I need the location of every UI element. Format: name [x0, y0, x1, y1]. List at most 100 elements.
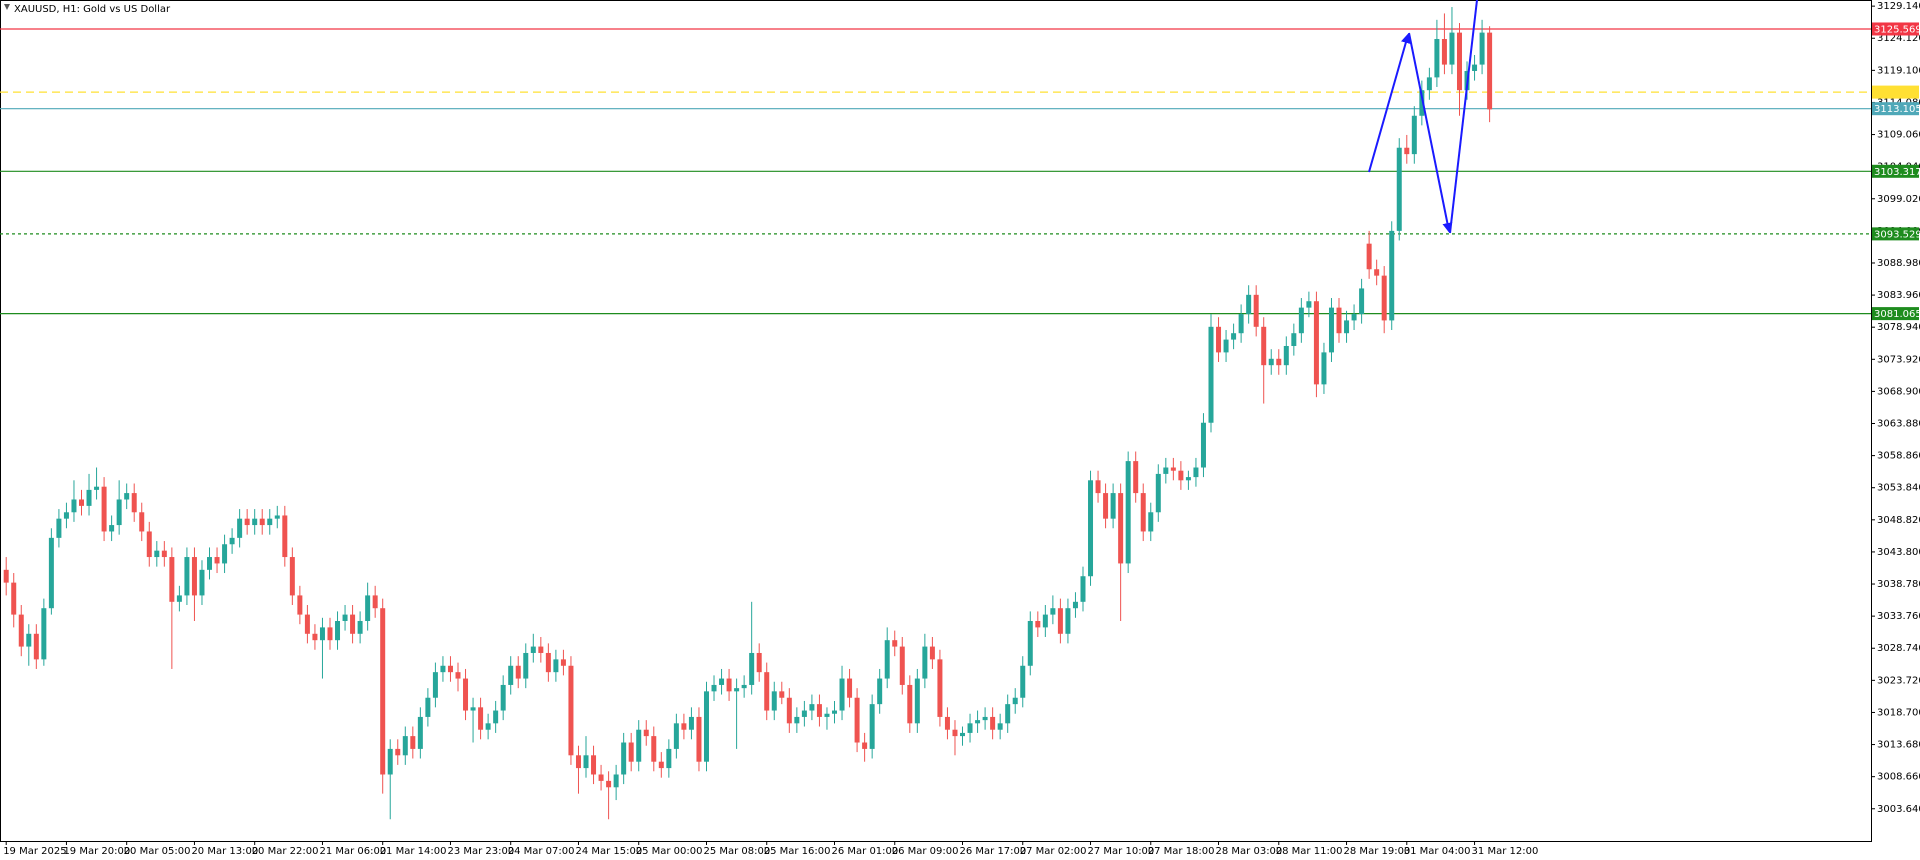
candle-body [191, 557, 197, 596]
candle-body [259, 518, 265, 526]
x-tick-label: 21 Mar 06:00 [319, 846, 386, 857]
candle-body [847, 678, 853, 698]
price-tag [1872, 22, 1919, 36]
candle-body [1155, 473, 1161, 513]
candle-body [1253, 294, 1259, 327]
candle-body [1261, 326, 1267, 366]
candle-body [1163, 467, 1169, 474]
candle-body [929, 646, 935, 660]
candle-body [1381, 275, 1387, 321]
candle-body [417, 716, 423, 749]
candle-body [169, 557, 175, 602]
candle-body [425, 697, 431, 717]
candle-body [109, 525, 115, 532]
candle-body [380, 608, 386, 775]
candle-body [463, 678, 469, 711]
candle-body [1268, 358, 1274, 366]
candle-body [18, 614, 24, 647]
candle-body [493, 710, 499, 724]
candle-body [410, 736, 416, 749]
candle-body [1088, 480, 1094, 577]
candle-body [1238, 314, 1244, 334]
candle-body [327, 627, 333, 641]
candle-body [1426, 77, 1432, 91]
level-tags: 3125.569 3113.105 3103.317 3093.529 3081.065 [1872, 22, 1920, 321]
candle-body [244, 518, 250, 526]
candle-body [131, 493, 137, 513]
candle-body [960, 732, 966, 737]
y-tick-label: 3008.660 [1877, 772, 1920, 783]
candle-body [1185, 477, 1191, 481]
candle-body [666, 748, 672, 769]
candle-body [86, 489, 92, 506]
candle-body [515, 665, 521, 679]
candle-body [688, 716, 694, 730]
candle-body [839, 678, 845, 711]
candle-body [1208, 326, 1214, 423]
arrow-up-2 [1449, 0, 1478, 234]
candle-body [402, 736, 408, 756]
candle-body [229, 537, 235, 545]
candle-body [1411, 115, 1417, 155]
candle-body [267, 518, 273, 526]
candle-body [719, 678, 725, 685]
x-tick-label: 26 Mar 17:00 [960, 846, 1027, 857]
candle-body [628, 742, 634, 762]
candle-body [832, 710, 837, 714]
x-tick-label: 28 Mar 11:00 [1276, 846, 1343, 857]
y-tick-label: 3058.860 [1877, 451, 1920, 462]
y-tick-label: 3124.120 [1877, 33, 1920, 44]
candle-body [703, 691, 709, 762]
candles [3, 7, 1493, 820]
candle-body [357, 620, 363, 634]
candle-body [982, 716, 988, 721]
candle-body [365, 595, 371, 621]
candle-body [591, 755, 597, 775]
candle-body [764, 672, 770, 711]
x-tick-label: 20 Mar 22:00 [252, 846, 319, 857]
candle-body [1298, 307, 1304, 334]
candle-body [944, 716, 950, 730]
candle-body [1178, 470, 1184, 481]
y-tick-label: 3038.780 [1877, 579, 1920, 590]
candle-body [899, 646, 905, 685]
price-tag-label: 3113.105 [1874, 104, 1920, 115]
candle-body [319, 627, 325, 641]
candle-body [749, 652, 755, 685]
candle-body [1012, 697, 1018, 705]
candle-body [470, 707, 476, 711]
candle-body [824, 713, 830, 717]
candle-body [869, 704, 875, 749]
x-tick-label: 28 Mar 19:00 [1344, 846, 1411, 857]
candle-body [681, 723, 687, 730]
candle-body [395, 748, 401, 756]
y-tick-label: 3023.720 [1877, 675, 1920, 686]
candle-body [342, 614, 348, 621]
candle-body [56, 518, 62, 538]
candle-body [11, 582, 17, 615]
candle-body [485, 723, 491, 730]
candle-body [598, 774, 604, 781]
candle-body [892, 640, 898, 647]
candle-body [809, 704, 815, 711]
x-tick-label: 19 Mar 2025 [3, 846, 66, 857]
drawing-zigzag [1368, 0, 1478, 234]
candle-body [1449, 32, 1455, 65]
price-tag [1872, 307, 1919, 321]
price-tag-label: 3093.529 [1874, 229, 1920, 240]
x-tick-label: 28 Mar 03:00 [1216, 846, 1283, 857]
title-icon [4, 4, 10, 10]
candle-body [350, 614, 356, 634]
y-tick-label: 3129.140 [1877, 1, 1920, 12]
candle-body [1374, 269, 1380, 276]
levels [0, 28, 1871, 315]
y-tick-label: 3043.800 [1877, 547, 1920, 558]
candle-body [455, 672, 461, 679]
candle-body [289, 557, 295, 596]
arrow-up [1368, 33, 1411, 173]
price-tag-label: 3081.065 [1874, 309, 1920, 320]
candle-body [1193, 467, 1199, 478]
candle-body [1072, 601, 1078, 609]
candle-body [1170, 467, 1176, 471]
